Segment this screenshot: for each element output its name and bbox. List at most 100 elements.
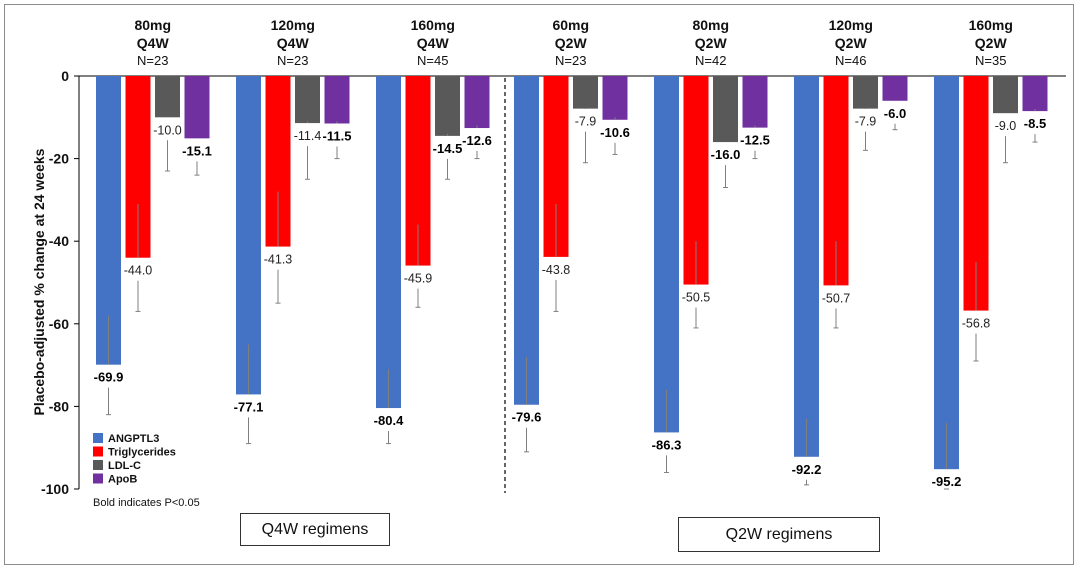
data-label-halo: -44.0 bbox=[124, 264, 153, 278]
data-label-triglycerides: -56.8 bbox=[962, 317, 991, 331]
bar-angptl3 bbox=[934, 76, 959, 470]
y-tick-label: -80 bbox=[49, 398, 69, 414]
bar-apob bbox=[742, 76, 768, 128]
bar-angptl3 bbox=[376, 76, 401, 409]
q4w-regimens-label: Q4W regimens bbox=[240, 513, 390, 546]
data-label-halo: -7.9 bbox=[575, 115, 597, 129]
y-tick-label: -60 bbox=[49, 316, 69, 332]
data-label-halo: -15.1 bbox=[182, 143, 212, 158]
data-label-ldl-c: -16.0 bbox=[711, 147, 741, 162]
bar-ldl-c bbox=[155, 76, 180, 118]
group-headers: 80mg Q4W N=23 120mg Q4W N=23 160mg Q4W N=45 60mg Q… bbox=[134, 17, 1012, 68]
bar-apob bbox=[324, 76, 350, 124]
bar-apob bbox=[1022, 76, 1048, 112]
data-label-angptl3: -79.6 bbox=[512, 410, 542, 425]
bar-ldl-c bbox=[435, 76, 460, 136]
group-n-label: N=45 bbox=[417, 53, 448, 68]
data-label-angptl3: -95.2 bbox=[932, 474, 962, 489]
chart-frame bbox=[4, 4, 1074, 565]
data-label-ldl-c: -7.9 bbox=[575, 115, 597, 129]
bar-ldl-c bbox=[713, 76, 738, 143]
data-label-apob: -12.5 bbox=[740, 133, 770, 148]
data-label-ldl-c: -11.4 bbox=[294, 129, 322, 143]
data-label-halo: -8.5 bbox=[1024, 116, 1046, 131]
error-bars-layer bbox=[106, 108, 1038, 490]
data-label-angptl3: -69.9 bbox=[94, 370, 124, 385]
group-frequency-label: Q2W bbox=[975, 35, 1008, 51]
y-tick-label: -100 bbox=[41, 481, 69, 497]
data-label-halo: -12.5 bbox=[740, 133, 770, 148]
data-label-halo: -80.4 bbox=[374, 413, 404, 428]
bar-ldl-c bbox=[573, 76, 598, 109]
data-label-halo: -50.7 bbox=[822, 291, 851, 305]
data-label-halo: -77.1 bbox=[234, 399, 264, 414]
data-label-halo: -43.8 bbox=[542, 263, 571, 277]
y-axis-ticks: 0 -20 -40 -60 -80 -100 bbox=[41, 68, 1066, 497]
q2w-regimens-label: Q2W regimens bbox=[678, 517, 880, 552]
bar-angptl3 bbox=[654, 76, 679, 433]
group-n-label: N=46 bbox=[835, 53, 866, 68]
y-axis-label: Placebo-adjusted % change at 24 weeks bbox=[31, 148, 47, 415]
bar-angptl3 bbox=[794, 76, 819, 457]
bar-apob bbox=[602, 76, 628, 120]
data-label-halo: -11.5 bbox=[323, 128, 352, 143]
y-tick-label: 0 bbox=[61, 68, 69, 84]
legend-entry: LDL-C bbox=[108, 460, 141, 472]
data-label-triglycerides: -45.9 bbox=[404, 272, 433, 286]
data-label-halo: -12.6 bbox=[462, 133, 492, 148]
group-n-label: N=23 bbox=[555, 53, 586, 68]
data-label-halo: -14.5 bbox=[433, 141, 463, 156]
data-label-halo: -79.6 bbox=[512, 410, 542, 425]
data-label-angptl3: -86.3 bbox=[652, 437, 682, 452]
data-label-apob: -15.1 bbox=[182, 143, 212, 158]
legend-swatch bbox=[93, 460, 103, 470]
data-label-triglycerides: -44.0 bbox=[124, 264, 153, 278]
bar-apob bbox=[464, 76, 490, 129]
data-label-halo: -16.0 bbox=[711, 147, 741, 162]
data-label-halo: -69.9 bbox=[94, 370, 124, 385]
data-label-apob: -11.5 bbox=[323, 128, 352, 143]
group-dose-label: 80mg bbox=[692, 17, 729, 33]
legend-swatch bbox=[93, 433, 103, 443]
data-label-ldl-c: -10.0 bbox=[153, 123, 182, 137]
data-label-halo: -92.2 bbox=[792, 462, 822, 477]
data-label-apob: -6.0 bbox=[884, 106, 906, 121]
data-label-halo: -7.9 bbox=[855, 115, 877, 129]
data-label-angptl3: -80.4 bbox=[374, 413, 404, 428]
significance-note: Bold indicates P<0.05 bbox=[93, 497, 200, 509]
group-n-label: N=42 bbox=[695, 53, 726, 68]
bar-ldl-c bbox=[295, 76, 320, 124]
data-label-halo: -45.9 bbox=[404, 272, 433, 286]
data-label-halo: -50.5 bbox=[682, 291, 711, 305]
data-label-triglycerides: -50.7 bbox=[822, 291, 851, 305]
group-n-label: N=35 bbox=[975, 53, 1006, 68]
data-label-triglycerides: -41.3 bbox=[264, 253, 293, 267]
group-dose-label: 120mg bbox=[829, 17, 873, 33]
legend-entry: ANGPTL3 bbox=[108, 433, 159, 445]
data-label-halo: -10.6 bbox=[600, 125, 630, 140]
data-label-halo: -56.8 bbox=[962, 317, 991, 331]
data-label-halo: -41.3 bbox=[264, 253, 293, 267]
data-label-apob: -8.5 bbox=[1024, 116, 1046, 131]
group-frequency-label: Q4W bbox=[277, 35, 310, 51]
group-dose-label: 160mg bbox=[411, 17, 455, 33]
group-n-label: N=23 bbox=[277, 53, 308, 68]
group-n-label: N=23 bbox=[137, 53, 168, 68]
data-label-triglycerides: -50.5 bbox=[682, 291, 711, 305]
bar-apob bbox=[882, 76, 908, 101]
group-frequency-label: Q2W bbox=[695, 35, 728, 51]
data-label-halo: -9.0 bbox=[995, 119, 1017, 133]
bar-ldl-c bbox=[993, 76, 1018, 114]
bar-angptl3 bbox=[514, 76, 539, 405]
data-label-angptl3: -77.1 bbox=[234, 399, 264, 414]
data-label-triglycerides: -43.8 bbox=[542, 263, 571, 277]
group-frequency-label: Q2W bbox=[835, 35, 868, 51]
data-label-apob: -10.6 bbox=[600, 125, 630, 140]
data-label-halo: -86.3 bbox=[652, 437, 682, 452]
data-label-halo: -95.2 bbox=[932, 474, 962, 489]
data-label-ldl-c: -7.9 bbox=[855, 115, 877, 129]
y-tick-label: -40 bbox=[49, 233, 69, 249]
data-label-ldl-c: -9.0 bbox=[995, 119, 1017, 133]
data-label-angptl3: -92.2 bbox=[792, 462, 822, 477]
